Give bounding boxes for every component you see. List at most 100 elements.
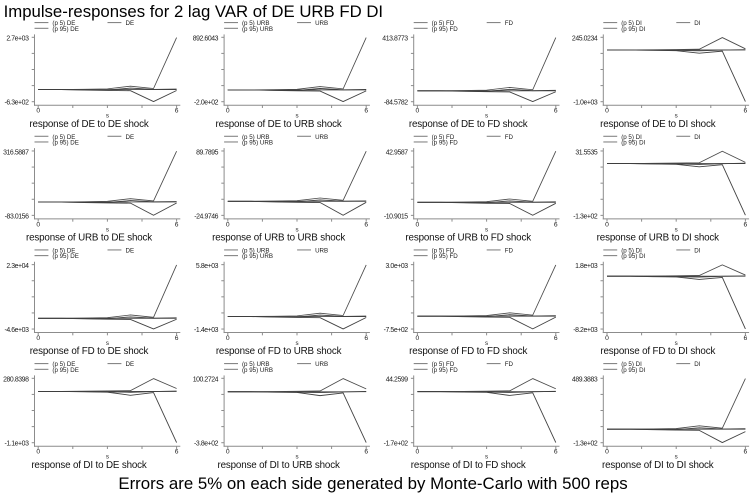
svg-text:1.8e+03: 1.8e+03	[575, 263, 598, 270]
svg-text:s: s	[675, 113, 678, 120]
svg-text:s: s	[675, 226, 678, 233]
svg-text:URB: URB	[315, 134, 328, 141]
svg-text:s: s	[106, 113, 109, 120]
svg-text:6: 6	[364, 108, 368, 115]
svg-text:(p 5) DE: (p 5) DE	[52, 361, 75, 368]
svg-text:response of DI to URB shock: response of DI to URB shock	[217, 460, 340, 471]
svg-text:6: 6	[175, 221, 179, 228]
svg-text:0: 0	[36, 108, 40, 115]
svg-text:-7.5e+02: -7.5e+02	[384, 327, 409, 334]
svg-text:6: 6	[364, 335, 368, 342]
svg-text:0: 0	[605, 221, 609, 228]
svg-text:6: 6	[744, 335, 748, 342]
svg-text:(p 95) URB: (p 95) URB	[242, 253, 273, 260]
svg-text:-6.3e+02: -6.3e+02	[4, 100, 29, 107]
svg-text:response of DE to DE shock: response of DE to DE shock	[29, 119, 148, 130]
svg-text:(p 5) DE: (p 5) DE	[52, 20, 75, 27]
svg-text:(p 95) DE: (p 95) DE	[52, 140, 78, 147]
svg-text:s: s	[485, 340, 488, 347]
svg-text:44.2599: 44.2599	[386, 377, 409, 384]
svg-text:100.2724: 100.2724	[193, 377, 219, 384]
svg-text:response of URB to DI shock: response of URB to DI shock	[597, 233, 720, 244]
svg-text:response of FD to URB shock: response of FD to URB shock	[216, 346, 342, 357]
svg-text:(p 95) DI: (p 95) DI	[621, 140, 645, 147]
svg-text:Errors are 5% on each side gen: Errors are 5% on each side generated by …	[118, 474, 627, 493]
svg-text:(p 5) DE: (p 5) DE	[52, 134, 75, 141]
svg-text:response of URB to DE shock: response of URB to DE shock	[26, 233, 152, 244]
svg-text:s: s	[106, 454, 109, 461]
svg-text:response of FD to DE shock: response of FD to DE shock	[30, 346, 149, 357]
svg-text:6: 6	[554, 335, 558, 342]
svg-text:6: 6	[175, 108, 179, 115]
svg-text:(p 5) DI: (p 5) DI	[621, 20, 642, 27]
svg-text:316.5887: 316.5887	[3, 149, 29, 156]
svg-text:31.5535: 31.5535	[575, 149, 598, 156]
svg-text:DI: DI	[694, 20, 700, 27]
svg-text:2.7e+03: 2.7e+03	[6, 36, 29, 43]
svg-text:response of FD to DI shock: response of FD to DI shock	[600, 346, 715, 357]
svg-text:(p 5) DI: (p 5) DI	[621, 248, 642, 255]
svg-text:Impulse-responses for 2 lag VA: Impulse-responses for 2 lag VAR of DE UR…	[4, 2, 383, 21]
svg-text:FD: FD	[505, 248, 514, 255]
svg-text:2.3e+04: 2.3e+04	[6, 263, 29, 270]
svg-text:DI: DI	[694, 361, 700, 368]
svg-text:URB: URB	[315, 248, 328, 255]
svg-text:FD: FD	[505, 20, 514, 27]
svg-text:-1.3e+02: -1.3e+02	[573, 213, 598, 220]
svg-text:(p 5) DI: (p 5) DI	[621, 134, 642, 141]
svg-text:(p 5) DI: (p 5) DI	[621, 361, 642, 368]
svg-text:0: 0	[416, 335, 420, 342]
svg-text:DI: DI	[694, 134, 700, 141]
svg-text:489.3883: 489.3883	[572, 377, 598, 384]
svg-text:(p 95) DE: (p 95) DE	[52, 367, 78, 374]
svg-text:(p 95) DI: (p 95) DI	[621, 253, 645, 260]
svg-text:6: 6	[744, 449, 748, 456]
svg-text:(p 5) FD: (p 5) FD	[432, 20, 455, 27]
svg-text:6: 6	[744, 221, 748, 228]
svg-text:(p 95) FD: (p 95) FD	[432, 367, 459, 374]
svg-text:s: s	[295, 226, 298, 233]
svg-text:(p 95) DI: (p 95) DI	[621, 26, 645, 33]
svg-text:DE: DE	[126, 134, 135, 141]
svg-text:FD: FD	[505, 134, 514, 141]
svg-text:42.9587: 42.9587	[386, 149, 409, 156]
svg-text:-84.5782: -84.5782	[384, 100, 408, 107]
svg-text:response of DE to DI shock: response of DE to DI shock	[600, 119, 716, 130]
svg-text:-10.9015: -10.9015	[384, 213, 408, 220]
svg-text:URB: URB	[315, 20, 328, 27]
svg-text:(p 5) URB: (p 5) URB	[242, 20, 270, 27]
svg-text:0: 0	[36, 221, 40, 228]
svg-text:URB: URB	[315, 361, 328, 368]
svg-text:89.7895: 89.7895	[196, 149, 219, 156]
svg-text:(p 95) URB: (p 95) URB	[242, 140, 273, 147]
svg-text:(p 5) URB: (p 5) URB	[242, 361, 270, 368]
svg-text:0: 0	[226, 221, 230, 228]
svg-text:0: 0	[605, 335, 609, 342]
svg-text:DE: DE	[126, 361, 135, 368]
svg-text:(p 95) URB: (p 95) URB	[242, 367, 273, 374]
svg-text:(p 95) FD: (p 95) FD	[432, 253, 459, 260]
svg-text:s: s	[295, 340, 298, 347]
svg-text:(p 5) DE: (p 5) DE	[52, 248, 75, 255]
svg-text:(p 95) DE: (p 95) DE	[52, 26, 78, 33]
svg-text:s: s	[675, 454, 678, 461]
svg-text:s: s	[295, 454, 298, 461]
svg-text:-24.9746: -24.9746	[194, 213, 218, 220]
svg-text:(p 5) URB: (p 5) URB	[242, 134, 270, 141]
svg-text:245.0234: 245.0234	[572, 36, 598, 43]
svg-text:-4.6e+03: -4.6e+03	[4, 327, 29, 334]
svg-text:3.0e+03: 3.0e+03	[386, 263, 409, 270]
svg-text:0: 0	[416, 108, 420, 115]
svg-text:(p 5) FD: (p 5) FD	[432, 361, 455, 368]
svg-text:6: 6	[175, 335, 179, 342]
svg-text:DE: DE	[126, 20, 135, 27]
svg-text:(p 95) DE: (p 95) DE	[52, 253, 78, 260]
svg-text:s: s	[485, 226, 488, 233]
svg-text:-1.4e+03: -1.4e+03	[194, 327, 219, 334]
svg-text:6: 6	[554, 449, 558, 456]
svg-text:-1.3e+02: -1.3e+02	[573, 441, 598, 448]
svg-text:0: 0	[36, 449, 40, 456]
svg-text:(p 5) URB: (p 5) URB	[242, 248, 270, 255]
svg-text:6: 6	[554, 108, 558, 115]
svg-text:280.8398: 280.8398	[3, 377, 29, 384]
